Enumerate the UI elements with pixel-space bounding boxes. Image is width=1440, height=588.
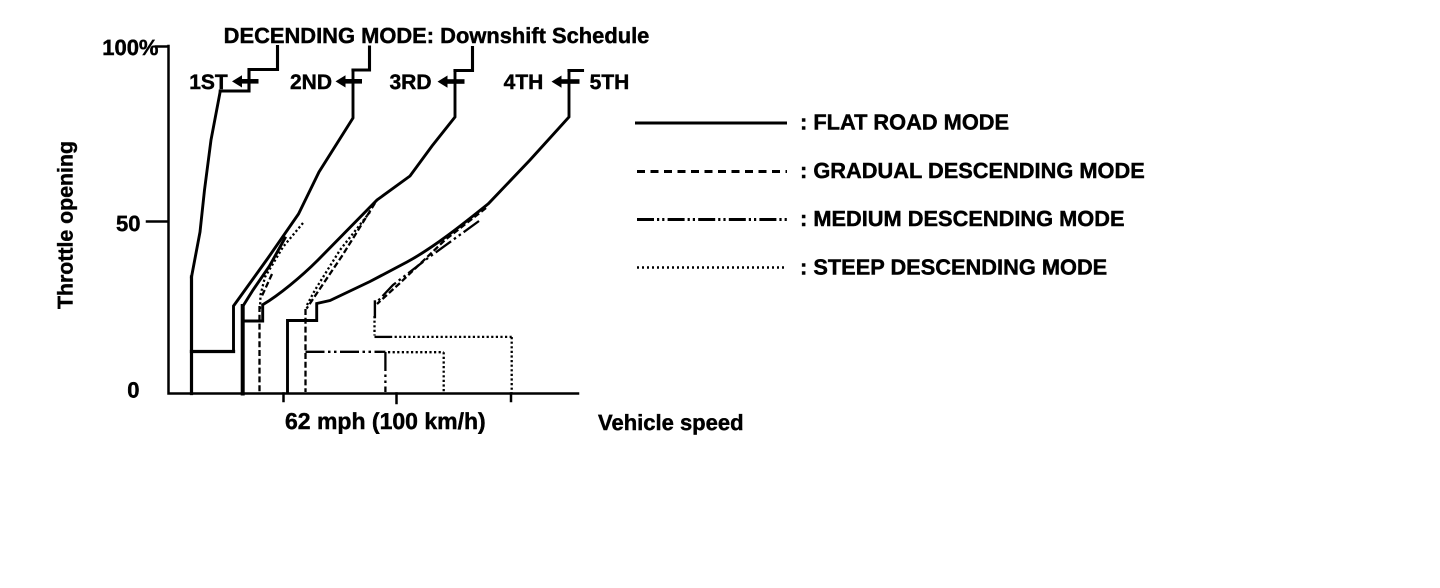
svg-text:1ST: 1ST <box>189 71 228 94</box>
svg-text:62 mph (100 km/h): 62 mph (100 km/h) <box>285 408 486 434</box>
svg-text:5TH: 5TH <box>590 71 630 94</box>
svg-text:: STEEP DESCENDING MODE: : STEEP DESCENDING MODE <box>800 255 1107 280</box>
svg-text:DECENDING MODE: Downshift Sche: DECENDING MODE: Downshift Schedule <box>224 23 650 48</box>
svg-text:: FLAT ROAD MODE: : FLAT ROAD MODE <box>800 110 1009 135</box>
svg-text:: MEDIUM DESCENDING MODE: : MEDIUM DESCENDING MODE <box>800 206 1125 231</box>
svg-text:4TH: 4TH <box>504 71 544 94</box>
svg-text:Vehicle speed: Vehicle speed <box>598 410 744 435</box>
svg-text:50: 50 <box>116 211 140 236</box>
svg-text:3RD: 3RD <box>389 71 431 94</box>
svg-text:100%: 100% <box>102 35 158 60</box>
svg-text:0: 0 <box>127 378 139 403</box>
svg-text:: GRADUAL DESCENDING MODE: : GRADUAL DESCENDING MODE <box>800 158 1145 183</box>
svg-text:2ND: 2ND <box>290 71 332 94</box>
svg-text:Throttle opening: Throttle opening <box>54 141 78 309</box>
